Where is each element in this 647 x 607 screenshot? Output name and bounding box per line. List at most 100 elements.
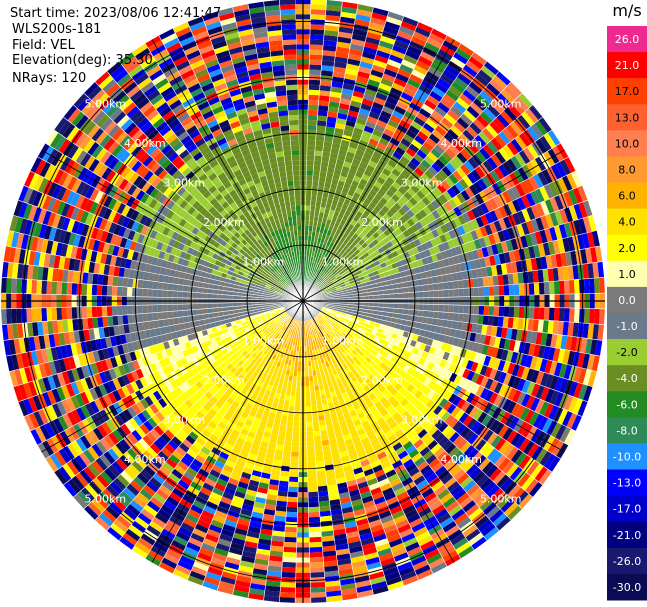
range-gate [186,466,198,477]
range-gate [381,315,388,321]
range-gate [547,129,561,146]
range-gate [461,270,468,280]
range-gate [162,461,175,473]
range-gate [358,66,372,75]
range-gate [352,293,359,298]
ray-gap [302,300,390,591]
range-gate [526,443,540,458]
range-gate [208,420,218,430]
range-gate [500,498,515,513]
range-gate [272,530,285,537]
range-gate [310,329,314,336]
range-gate [198,348,206,357]
range-gate [259,528,273,536]
range-gate [365,473,377,482]
range-gate [127,463,141,477]
range-gate [119,536,135,550]
range-gate [548,307,555,321]
range-gate [115,494,130,508]
range-gate [257,329,264,335]
range-gate [274,392,281,399]
range-gate [394,366,403,375]
range-gate [307,134,317,141]
range-gate [426,255,434,264]
range-gate [474,333,482,344]
range-gate [390,49,406,60]
range-gate [337,107,349,116]
range-gate [242,467,253,475]
range-gate [420,51,436,63]
range-gate [167,439,179,451]
range-gate [321,65,334,72]
range-gate [397,450,409,460]
range-gate [457,376,467,388]
range-gate [293,319,297,325]
range-gate [490,153,503,168]
range-gate [482,276,489,287]
range-gate [347,448,357,456]
range-gate [361,98,374,107]
range-gate [400,570,417,581]
range-gate [470,169,482,182]
range-gate [278,322,284,328]
range-gate [488,255,497,267]
range-gate [436,101,451,114]
range-gate [163,553,180,565]
range-gate [326,397,334,404]
range-gate [495,71,511,86]
range-gate [591,355,600,372]
range-gate [313,267,317,274]
range-gate [365,36,381,46]
range-gate [258,482,270,490]
range-gate [405,444,417,455]
range-gate [496,242,504,254]
range-gate [329,274,335,280]
range-gate [204,424,215,434]
range-gate [319,278,324,283]
range-gate [314,390,321,396]
range-gate [425,399,435,409]
range-gate [582,323,590,339]
range-gate [330,312,336,317]
range-gate [572,398,583,415]
range-gate [445,162,457,174]
range-gate [317,216,323,223]
range-gate [224,561,240,571]
range-gate [592,262,600,279]
range-gate [478,353,487,365]
range-gate [108,432,120,446]
range-gate [373,96,386,106]
range-gate [437,243,446,253]
range-gate [384,429,395,439]
range-gate [320,279,325,284]
range-gate [362,343,370,351]
range-gate [355,170,364,179]
ray-gap [302,300,553,473]
range-gate [368,201,377,210]
range-gate [283,337,288,343]
range-gate [404,427,415,437]
range-gate [423,304,429,311]
range-gate [514,135,527,150]
range-gate [430,354,438,364]
range-gate [312,420,320,427]
range-gate [314,445,323,452]
range-gate [526,206,536,221]
range-gate [146,500,161,513]
range-gate [102,509,117,523]
range-gate [428,32,445,45]
range-gate [398,369,407,378]
range-gate [394,486,407,497]
range-gate [339,98,352,106]
range-gate [348,545,363,554]
range-gate [129,479,143,493]
range-gate [318,384,325,391]
range-gate [425,240,434,249]
range-gate [573,279,580,294]
range-gate [353,175,362,183]
range-gate [230,542,245,551]
range-gate [419,374,428,384]
range-gate [311,405,318,412]
range-gate [338,398,346,406]
range-gate [333,61,348,69]
